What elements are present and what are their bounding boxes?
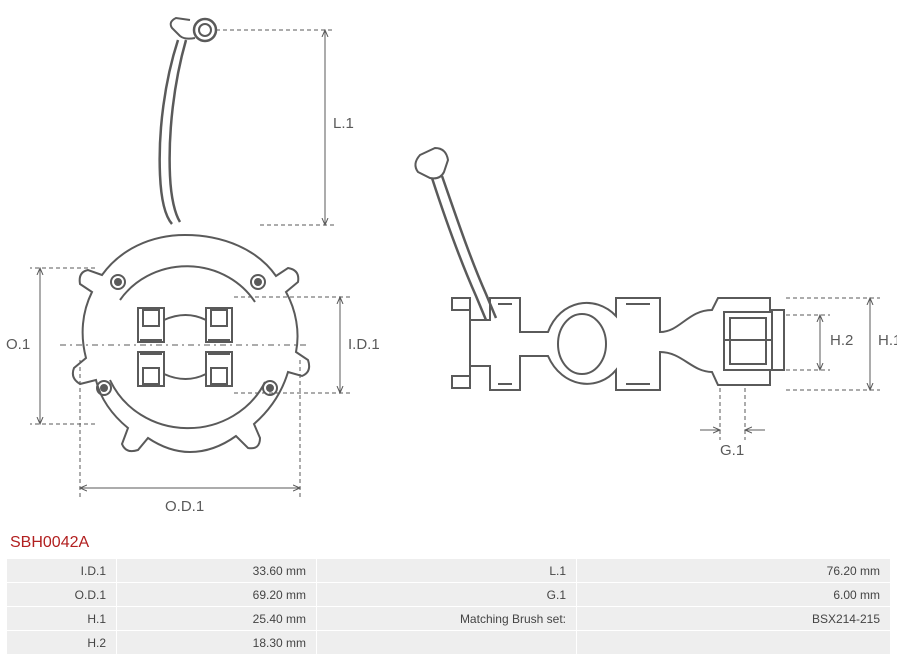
table-row: I.D.1 33.60 mm L.1 76.20 mm (7, 559, 891, 583)
spec-value: 18.30 mm (117, 631, 317, 655)
spec-value: 76.20 mm (577, 559, 891, 583)
spec-value: 33.60 mm (117, 559, 317, 583)
spec-key: Matching Brush set: (317, 607, 577, 631)
label-l1: L.1 (333, 115, 354, 132)
table-row: O.D.1 69.20 mm G.1 6.00 mm (7, 583, 891, 607)
table-row: H.1 25.40 mm Matching Brush set: BSX214-… (7, 607, 891, 631)
spec-value (577, 631, 891, 655)
part-number-title: SBH0042A (10, 534, 89, 552)
spec-key: H.1 (7, 607, 117, 631)
front-view (60, 18, 310, 452)
bracket-profile (452, 298, 784, 390)
table-row: H.2 18.30 mm (7, 631, 891, 655)
spec-key: L.1 (317, 559, 577, 583)
lead-wire (160, 18, 216, 224)
spec-key (317, 631, 577, 655)
spec-key: O.D.1 (7, 583, 117, 607)
label-od1: O.D.1 (165, 498, 204, 515)
label-g1: G.1 (720, 442, 744, 459)
spec-key: H.2 (7, 631, 117, 655)
label-o1: O.1 (6, 336, 30, 353)
spec-value: BSX214-215 (577, 607, 891, 631)
side-view (415, 148, 784, 390)
spec-value: 69.20 mm (117, 583, 317, 607)
spec-key: I.D.1 (7, 559, 117, 583)
technical-drawing: L.1 I.D.1 O.1 O.D.1 G.1 H.2 H.1 (0, 0, 897, 530)
drawing-svg (0, 0, 897, 530)
spec-key: G.1 (317, 583, 577, 607)
dimensions-front (30, 30, 350, 500)
spec-value: 6.00 mm (577, 583, 891, 607)
brush-boxes (138, 308, 232, 386)
label-h1: H.1 (878, 332, 897, 349)
spec-table: I.D.1 33.60 mm L.1 76.20 mm O.D.1 69.20 … (6, 558, 891, 655)
holder-plate (73, 235, 309, 452)
spec-value: 25.40 mm (117, 607, 317, 631)
label-id1: I.D.1 (348, 336, 380, 353)
label-h2: H.2 (830, 332, 853, 349)
